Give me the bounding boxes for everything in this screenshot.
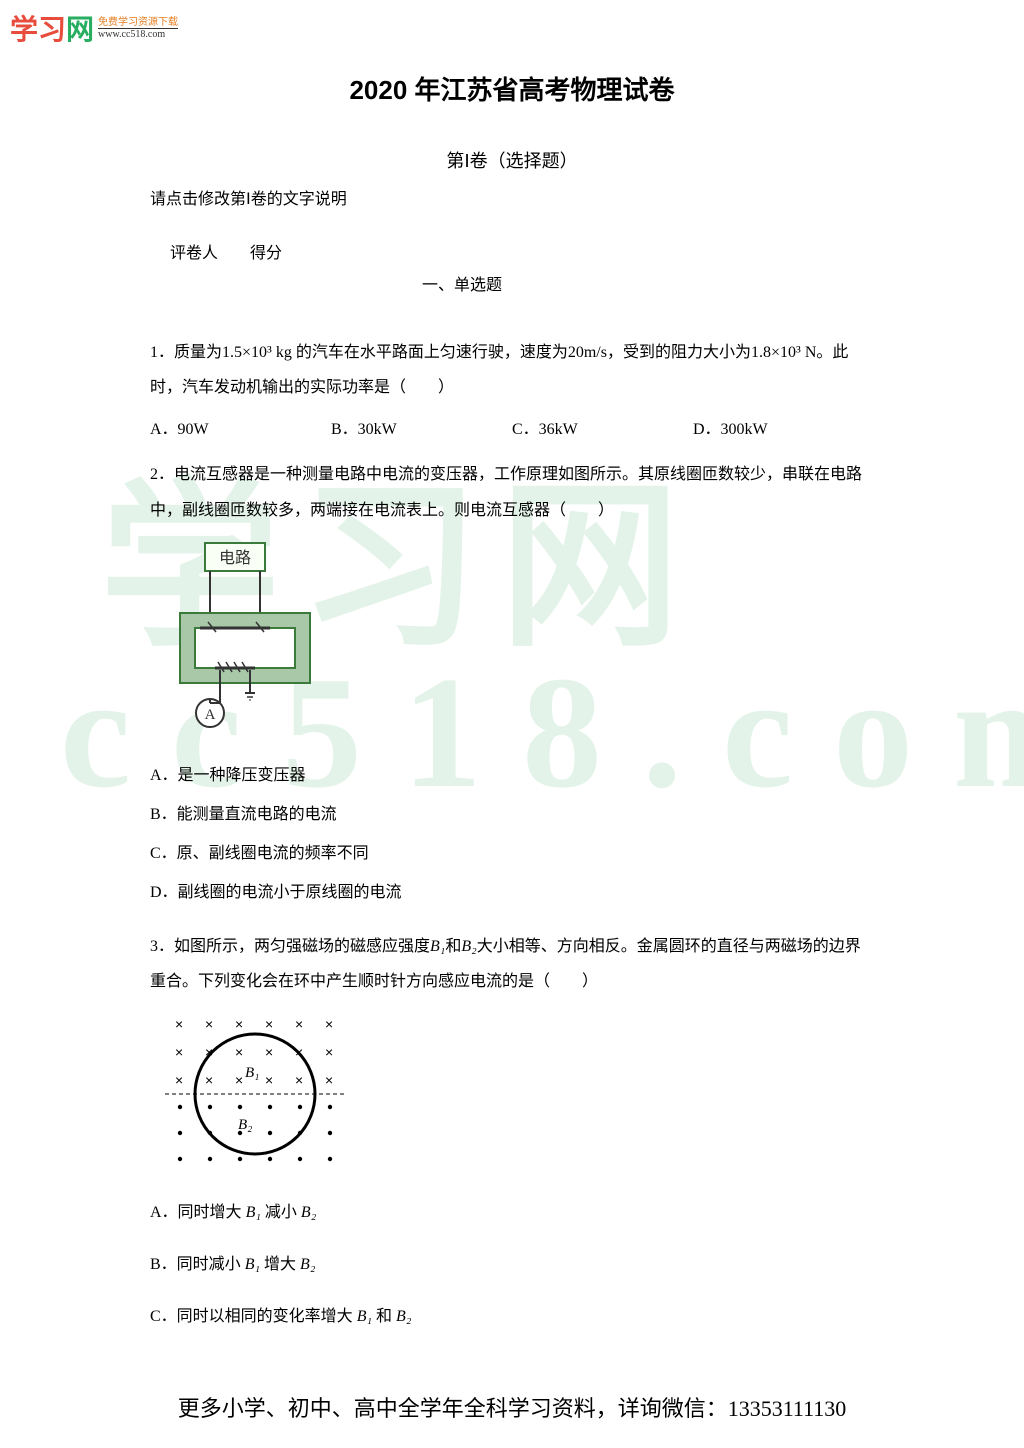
exam-title: 2020 年江苏省高考物理试卷 (150, 70, 874, 107)
question-1: 1．质量为1.5×10³ kg 的汽车在水平路面上匀速行驶，速度为20m/s，受… (150, 335, 874, 405)
svg-text:×: × (295, 1016, 303, 1032)
svg-text:×: × (325, 1016, 333, 1032)
q2-options: A．是一种降压变压器 B．能测量直流电路的电流 C．原、副线圈电流的频率不同 D… (150, 758, 874, 911)
score-row: 评卷人 得分 (150, 239, 874, 263)
subsection-title: 一、单选题 (50, 271, 874, 295)
meter-label: A (205, 707, 216, 723)
q1-opt-a: A．90W (150, 415, 331, 439)
section-title: 第Ⅰ卷（选择题） (150, 147, 874, 173)
svg-text:×: × (205, 1072, 213, 1088)
q2-opt-d: D．副线圈的电流小于原线圈的电流 (150, 875, 874, 910)
q3-opt-c: C．同时以相同的变化率增大 B₁ 和 B₂ (150, 1293, 874, 1341)
q1-opt-c: C．36kW (512, 415, 693, 439)
svg-text:×: × (265, 1072, 273, 1088)
page-content: 2020 年江苏省高考物理试卷 第Ⅰ卷（选择题） 请点击修改第Ⅰ卷的文字说明 评… (0, 0, 1024, 1341)
b2-label: B₂ (238, 1117, 252, 1133)
footer-text: 更多小学、初中、高中全学年全科学习资料，详询微信：13353111130 (0, 1391, 1024, 1423)
q3-diagram: ×××××× ×××××× ×××××× B₁ B₂ (160, 1009, 874, 1174)
svg-text:×: × (205, 1016, 213, 1032)
q2-diagram: 电路 A (160, 538, 874, 743)
svg-text:×: × (235, 1016, 243, 1032)
question-3: 3．如图所示，两匀强磁场的磁感应强度B₁和B₂大小相等、方向相反。金属圆环的直径… (150, 929, 874, 999)
score-label: 得分 (250, 245, 282, 262)
reviewer-label: 评卷人 (170, 245, 218, 262)
q2-opt-c: C．原、副线圈电流的频率不同 (150, 836, 874, 871)
q1-options: A．90W B．30kW C．36kW D．300kW (150, 415, 874, 439)
svg-text:×: × (265, 1044, 273, 1060)
q3-opt-a: A．同时增大 B₁ 减小 B₂ (150, 1189, 874, 1237)
svg-text:×: × (235, 1044, 243, 1060)
q1-opt-d: D．300kW (693, 415, 874, 439)
b1-label: B₁ (245, 1065, 259, 1081)
svg-text:×: × (325, 1044, 333, 1060)
q2-opt-b: B．能测量直流电路的电流 (150, 797, 874, 832)
q3-opt-b: B．同时减小 B₁ 增大 B₂ (150, 1241, 874, 1289)
svg-text:×: × (175, 1044, 183, 1060)
svg-text:×: × (295, 1072, 303, 1088)
question-2: 2．电流互感器是一种测量电路中电流的变压器，工作原理如图所示。其原线圈匝数较少，… (150, 457, 874, 527)
q1-opt-b: B．30kW (331, 415, 512, 439)
q2-opt-a: A．是一种降压变压器 (150, 758, 874, 793)
svg-text:×: × (235, 1072, 243, 1088)
circuit-label: 电路 (219, 549, 251, 567)
svg-text:×: × (175, 1016, 183, 1032)
svg-text:×: × (265, 1016, 273, 1032)
svg-text:×: × (175, 1072, 183, 1088)
q3-options: A．同时增大 B₁ 减小 B₂ B．同时减小 B₁ 增大 B₂ C．同时以相同的… (150, 1189, 874, 1341)
instruction-text: 请点击修改第Ⅰ卷的文字说明 (150, 185, 874, 209)
svg-text:×: × (325, 1072, 333, 1088)
